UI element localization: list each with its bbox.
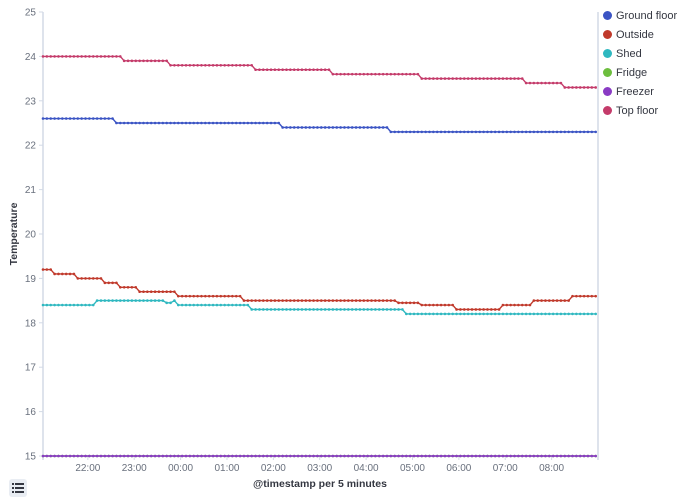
y-tick-label: 25 <box>25 8 37 19</box>
list-icon <box>12 483 24 493</box>
y-tick-label: 16 <box>25 407 37 418</box>
series-outside <box>41 268 597 311</box>
y-tick-label: 18 <box>25 318 37 329</box>
x-tick-label: 08:00 <box>539 463 564 474</box>
series-layer <box>41 55 597 458</box>
y-tick-label: 22 <box>25 141 37 152</box>
x-axis-title: @timestamp per 5 minutes <box>253 478 387 490</box>
legend-item-top-floor[interactable]: Top floor <box>603 101 681 120</box>
x-tick-label: 00:00 <box>168 463 193 474</box>
legend-item-freezer[interactable]: Freezer <box>603 82 681 101</box>
y-tick-label: 24 <box>25 52 37 63</box>
x-tick-label: 02:00 <box>261 463 286 474</box>
series-ground-floor <box>41 117 597 134</box>
y-tick-label: 21 <box>25 185 37 196</box>
legend-dot-icon <box>603 11 612 20</box>
series-shed <box>41 299 597 316</box>
legend-dot-icon <box>603 68 612 77</box>
y-tick-label: 23 <box>25 96 37 107</box>
legend-item-shed[interactable]: Shed <box>603 44 681 63</box>
x-tick-label: 03:00 <box>307 463 332 474</box>
y-tick-label: 15 <box>25 452 37 463</box>
legend-label: Top floor <box>616 104 659 117</box>
x-axis: 22:00 23:00 00:00 01:00 02:00 03:00 04:00 05:00… <box>75 456 565 474</box>
legend: Ground floor Outside Shed Fridge Freezer… <box>603 6 681 120</box>
legend-label: Ground floor <box>616 9 678 22</box>
y-axis-title: Temperature <box>8 202 20 265</box>
legend-dot-icon <box>603 106 612 115</box>
x-tick-label: 04:00 <box>354 463 379 474</box>
legend-dot-icon <box>603 30 612 39</box>
y-axis: 15 16 17 18 19 20 21 22 23 24 25 <box>25 8 599 463</box>
x-tick-label: 22:00 <box>75 463 100 474</box>
x-tick-label: 07:00 <box>493 463 518 474</box>
legend-label: Freezer <box>616 85 654 98</box>
legend-label: Fridge <box>616 66 648 79</box>
legend-label: Outside <box>616 28 654 41</box>
x-tick-label: 06:00 <box>446 463 471 474</box>
x-tick-label: 05:00 <box>400 463 425 474</box>
x-tick-label: 01:00 <box>214 463 239 474</box>
series-freezer <box>41 454 597 458</box>
y-tick-label: 20 <box>25 230 37 241</box>
legend-label: Shed <box>616 47 642 60</box>
legend-item-ground-floor[interactable]: Ground floor <box>603 6 681 25</box>
legend-dot-icon <box>603 49 612 58</box>
y-tick-label: 19 <box>25 274 37 285</box>
y-tick-label: 17 <box>25 363 37 374</box>
x-tick-label: 23:00 <box>122 463 147 474</box>
legend-toggle-button[interactable] <box>9 479 27 497</box>
legend-item-outside[interactable]: Outside <box>603 25 681 44</box>
series-top-floor <box>41 55 597 89</box>
legend-item-fridge[interactable]: Fridge <box>603 63 681 82</box>
legend-dot-icon <box>603 87 612 96</box>
